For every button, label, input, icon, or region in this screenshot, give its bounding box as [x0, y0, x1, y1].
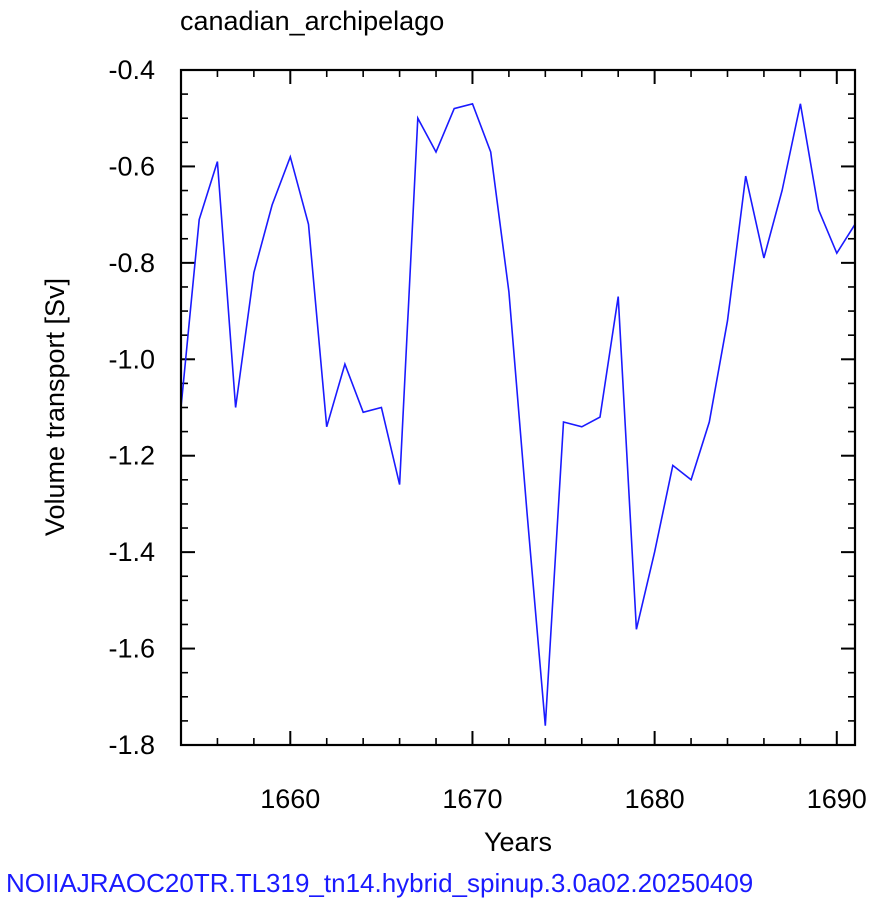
y-tick-label: -0.6 — [108, 151, 155, 181]
y-tick-label: -1.6 — [108, 634, 155, 664]
x-tick-label: 1690 — [807, 784, 867, 814]
y-tick-label: -1.4 — [108, 537, 155, 567]
run-identifier: NOIIAJRAOC20TR.TL319_tn14.hybrid_spinup.… — [6, 868, 754, 898]
x-tick-label: 1670 — [442, 784, 502, 814]
series-line — [180, 102, 856, 726]
x-tick-label: 1660 — [260, 784, 320, 814]
chart-title: canadian_archipelago — [180, 6, 444, 36]
y-axis-label: Volume transport [Sv] — [40, 278, 70, 536]
y-tick-label: -0.8 — [108, 248, 155, 278]
y-tick-labels: -1.8 -1.6 -1.4 -1.2 -1.0 -0.8 -0.6 -0.4 — [108, 55, 155, 760]
y-tick-label: -1.8 — [108, 730, 155, 760]
x-tick-label: 1680 — [625, 784, 685, 814]
x-tick-labels: 1660 1670 1680 1690 — [260, 784, 867, 814]
y-tick-label: -1.2 — [108, 441, 155, 471]
minor-ticks — [180, 70, 855, 745]
y-tick-label: -0.4 — [108, 55, 155, 85]
point-markers — [181, 104, 855, 726]
y-tick-label: -1.0 — [108, 344, 155, 374]
x-axis-label: Years — [484, 827, 552, 857]
plot-frame — [179, 68, 857, 747]
